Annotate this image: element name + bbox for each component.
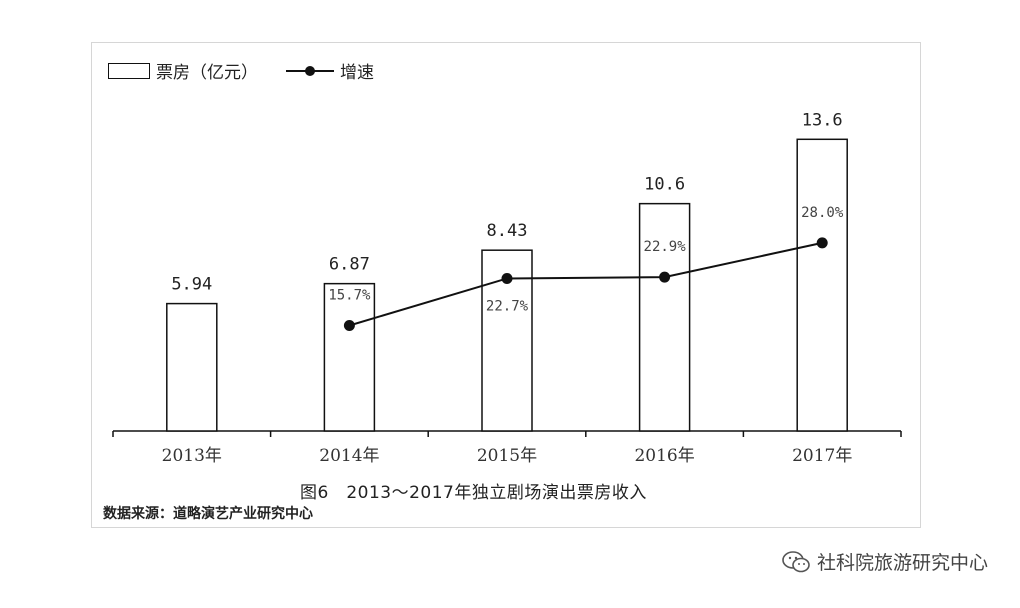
growth-point bbox=[343, 319, 355, 331]
x-tick-label: 2015年 bbox=[477, 446, 537, 466]
legend-bar-swatch bbox=[108, 62, 150, 79]
bar-value-label: 10.6 bbox=[644, 175, 685, 195]
x-tick-label: 2017年 bbox=[792, 446, 852, 466]
growth-line bbox=[349, 241, 823, 327]
bar-value-label: 8.43 bbox=[487, 221, 528, 241]
watermark-text: 社科院旅游研究中心 bbox=[816, 552, 988, 574]
x-tick-label: 2016年 bbox=[634, 446, 694, 466]
bar-value-label: 13.6 bbox=[802, 110, 843, 130]
legend-bar-label: 票房（亿元） bbox=[156, 63, 258, 83]
growth-point bbox=[659, 271, 671, 283]
growth-value-label: 15.7% bbox=[328, 287, 371, 303]
growth-value-label: 22.9% bbox=[644, 239, 687, 255]
growth-point bbox=[816, 237, 828, 249]
x-tick-label: 2013年 bbox=[162, 446, 222, 466]
x-tick-label: 2014年 bbox=[319, 446, 379, 466]
legend: 票房（亿元） 增速 bbox=[108, 58, 374, 83]
legend-line-label: 增速 bbox=[340, 63, 374, 83]
watermark: 社科院旅游研究中心 bbox=[781, 548, 988, 575]
bar-value-label: 5.94 bbox=[171, 275, 212, 295]
source-note: 数据来源：道略演艺产业研究中心 bbox=[103, 506, 313, 522]
figure-caption: 图6 2013～2017年独立剧场演出票房收入 bbox=[300, 483, 647, 503]
growth-value-label: 22.7% bbox=[486, 298, 529, 314]
bar bbox=[323, 282, 376, 432]
bar-value-label: 6.87 bbox=[329, 255, 370, 275]
bar bbox=[796, 138, 848, 432]
bar bbox=[166, 302, 218, 432]
legend-line-swatch bbox=[286, 65, 334, 76]
growth-value-label: 28.0% bbox=[801, 205, 844, 221]
growth-point bbox=[501, 272, 513, 284]
wechat-icon bbox=[782, 550, 810, 572]
bar bbox=[638, 202, 691, 432]
